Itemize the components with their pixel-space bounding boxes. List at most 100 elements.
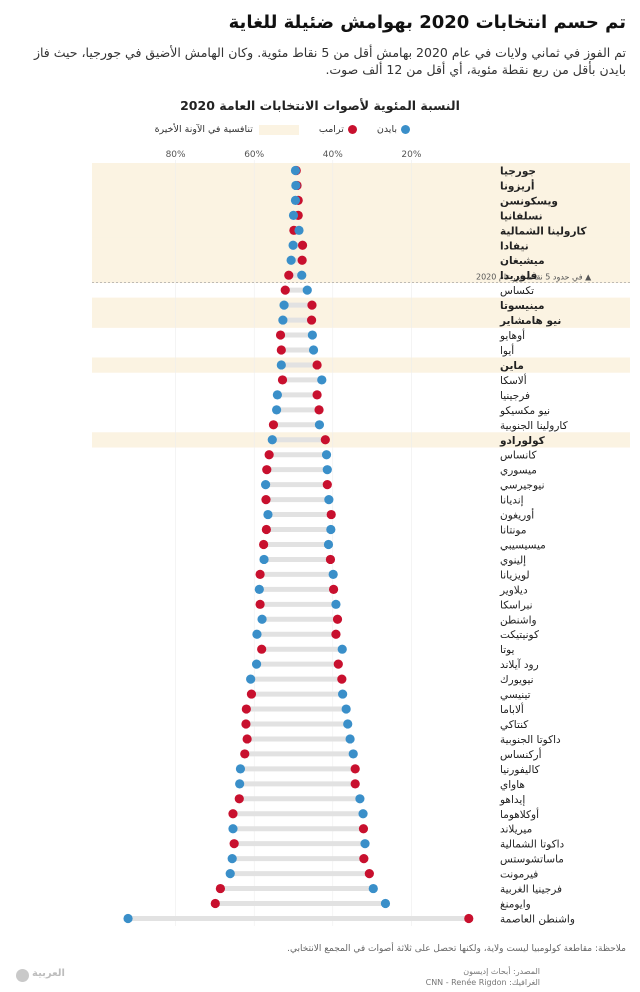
trump-point [246, 689, 257, 699]
highlight-band [92, 192, 630, 209]
biden-point [348, 749, 358, 759]
trump-point [364, 869, 374, 879]
trump-point [280, 285, 290, 295]
trump-point [320, 435, 330, 445]
biden-point [290, 165, 301, 176]
trump-point [331, 629, 341, 639]
biden-point [235, 779, 245, 789]
highlight-band [92, 177, 630, 194]
state-label: مونتانا [500, 525, 526, 537]
state-label: مينيسوتا [500, 300, 545, 312]
biden-point [317, 375, 327, 385]
trump-point [312, 360, 322, 370]
biden-point [323, 539, 334, 550]
trump-point [268, 420, 279, 430]
state-label: واشنطن [500, 614, 537, 626]
state-label: أوكلاهوما [500, 807, 539, 821]
biden-point [279, 300, 289, 310]
trump-point [358, 824, 369, 834]
highlight-band [92, 252, 630, 269]
biden-point [227, 854, 237, 864]
biden-point [331, 599, 341, 609]
biden-point [251, 659, 262, 669]
biden-point [291, 180, 301, 191]
biden-point [337, 644, 347, 654]
trump-point [328, 584, 339, 594]
state-label: نيو مكسيكو [499, 405, 550, 417]
biden-point [288, 210, 299, 220]
trump-point [350, 779, 360, 789]
trump-point [326, 509, 336, 520]
legend-biden: بايدن [377, 124, 410, 135]
state-label: ميسوري [500, 465, 537, 477]
highlight-band [92, 207, 630, 224]
highlight-band [92, 312, 630, 328]
state-label: أوريغون [500, 508, 534, 522]
highlight-band [92, 267, 630, 283]
footnote: ملاحظة: مقاطعة كولومبيا ليست ولاية، ولكن… [287, 944, 626, 954]
legend-competitive-swatch [258, 124, 299, 135]
highlight-band [92, 432, 630, 448]
x-tick-label: 40% [323, 150, 343, 160]
biden-point [278, 315, 288, 325]
trump-point [306, 315, 317, 325]
biden-point [307, 330, 317, 340]
state-label: إلينوي [500, 554, 526, 566]
trump-point [350, 764, 360, 774]
biden-point [324, 495, 334, 505]
biden-point [225, 869, 235, 879]
trump-point [312, 390, 322, 400]
trump-point [261, 495, 271, 505]
chart-title: النسبة المئوية لأصوات الانتخابات العامة … [180, 98, 460, 113]
trump-point [322, 480, 332, 490]
state-label: فيرمونت [500, 869, 538, 881]
biden-point [235, 764, 246, 774]
biden-point [272, 405, 282, 415]
biden-point [260, 480, 271, 490]
state-label: ماساتشوستس [500, 854, 564, 866]
biden-point [343, 719, 353, 729]
source-text: المصدر: أبحاث إديسون [463, 967, 540, 976]
highlight-band [92, 237, 630, 254]
x-tick-label: 60% [244, 150, 264, 160]
biden-point [380, 898, 391, 909]
state-label: أيوا [500, 343, 514, 357]
biden-point [263, 509, 273, 520]
state-label: كارولينا الشمالية [500, 225, 587, 237]
headline: تم حسم انتخابات 2020 بهوامش ضئيلة للغاية [228, 12, 626, 33]
biden-point [338, 689, 348, 699]
biden-point [302, 285, 312, 295]
state-label: وايومنغ [500, 899, 531, 911]
state-label: فلوريدا [500, 270, 538, 282]
credit-text: الغرافيك: CNN - Renée Rigdon [425, 978, 540, 987]
state-label: ميريلاند [500, 824, 532, 836]
trump-point [276, 345, 286, 355]
legend-biden-swatch [401, 125, 410, 134]
state-label: فرجينيا [500, 390, 530, 402]
biden-point [276, 360, 286, 370]
state-label: كولورادو [499, 435, 546, 447]
biden-point [290, 195, 301, 205]
legend: بايدن ترامب تنافسية في الآونة الأخيرة [135, 124, 410, 135]
biden-point [288, 240, 298, 250]
biden-point [368, 883, 378, 894]
state-label: نسلفانيا [500, 210, 543, 222]
biden-point [308, 345, 319, 355]
source-block: المصدر: أبحاث إديسون الغرافيك: CNN - Ren… [426, 966, 540, 988]
biden-point [123, 913, 133, 924]
biden-point [328, 569, 338, 579]
trump-point [297, 240, 308, 250]
state-label: تكساس [500, 285, 534, 297]
state-label: يوتا [500, 644, 515, 656]
state-label: أوهايو [499, 328, 525, 342]
legend-trump-swatch [347, 125, 357, 134]
biden-point [246, 674, 256, 684]
trump-point [264, 450, 274, 460]
trump-point [240, 749, 250, 759]
legend-biden-label: بايدن [376, 124, 397, 135]
state-label: كانساس [500, 450, 537, 462]
logo-text: العربية [32, 968, 65, 979]
biden-point [257, 614, 267, 624]
state-label: ديلاوير [499, 584, 528, 596]
